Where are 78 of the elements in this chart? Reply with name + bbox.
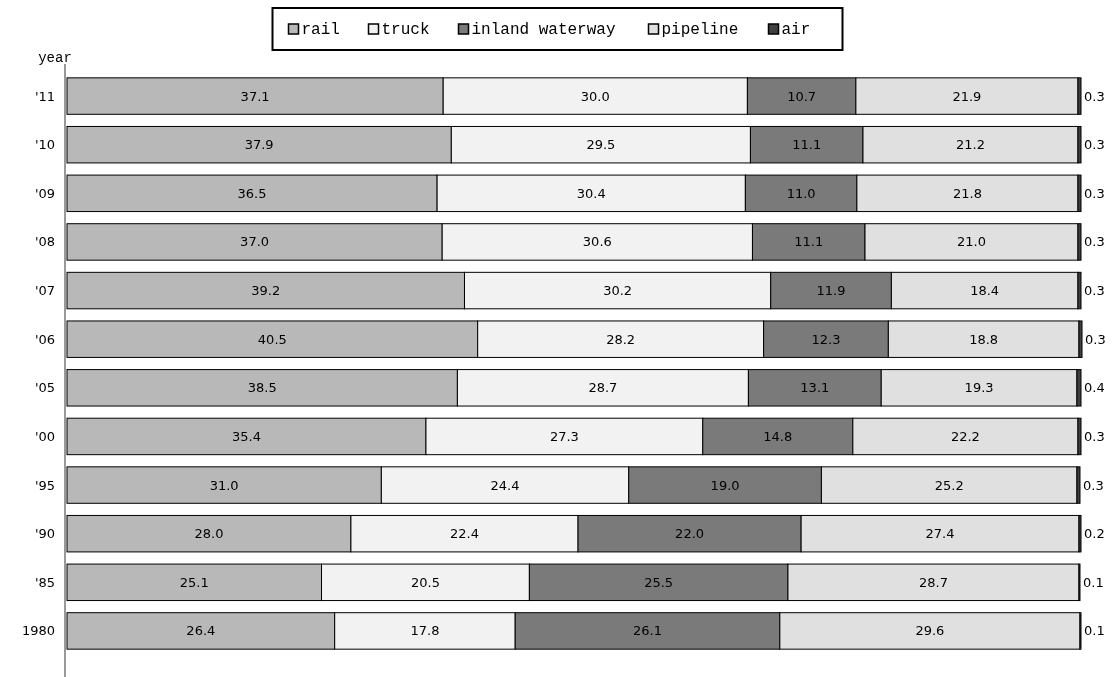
data-label: 29.6	[915, 623, 945, 639]
data-label: 19.0	[710, 477, 740, 493]
data-label: 0.3	[1084, 88, 1105, 104]
data-label: 21.2	[956, 137, 985, 153]
y-tick-label: '95	[34, 477, 55, 493]
data-label: 11.1	[794, 234, 824, 250]
data-label: 0.3	[1082, 477, 1104, 493]
data-label: 11.0	[786, 185, 816, 201]
data-label: 37.1	[240, 88, 270, 104]
data-label: 30.6	[582, 234, 612, 250]
legend-label: air	[781, 21, 811, 39]
data-label: 10.7	[787, 88, 817, 104]
data-label: 28.7	[588, 380, 618, 396]
data-label: 31.0	[209, 477, 239, 493]
data-label: 14.8	[763, 428, 793, 444]
data-label: 37.9	[244, 137, 274, 153]
data-label: 21.9	[952, 88, 982, 104]
data-label: 0.3	[1084, 185, 1105, 201]
data-label: 25.5	[644, 574, 674, 590]
data-label: 30.0	[580, 88, 610, 104]
y-tick-label: '06	[34, 331, 55, 347]
data-label: 28.2	[606, 331, 636, 347]
data-label: 21.0	[957, 234, 986, 250]
y-tick-label: '08	[34, 234, 55, 250]
data-label: 0.3	[1084, 283, 1105, 299]
data-label: 13.1	[800, 380, 830, 396]
y-tick-label: '07	[34, 283, 55, 299]
data-label: 27.3	[549, 428, 579, 444]
data-label: 38.5	[247, 380, 277, 396]
data-label: 27.4	[925, 526, 955, 542]
data-label: 20.5	[410, 574, 440, 590]
data-label: 0.3	[1084, 428, 1105, 444]
y-axis-title: year	[38, 50, 72, 66]
data-label: 0.4	[1084, 380, 1105, 396]
y-tick-label: '00	[34, 428, 55, 444]
y-tick-label: '05	[34, 380, 55, 396]
data-label: 26.4	[186, 623, 216, 639]
data-label: 0.1	[1082, 574, 1104, 590]
y-tick-label: '90	[34, 526, 55, 542]
legend-label: inland waterway	[471, 21, 616, 39]
data-label: 30.4	[576, 185, 606, 201]
data-label: 29.5	[586, 137, 616, 153]
data-label: 39.2	[251, 283, 281, 299]
data-label: 25.1	[179, 574, 209, 590]
data-label: 40.5	[257, 331, 287, 347]
y-tick-label: '85	[34, 574, 55, 590]
data-label: 22.2	[950, 428, 980, 444]
y-tick-label: 1980	[21, 623, 55, 639]
y-tick-label: '09	[34, 185, 55, 201]
data-label: 36.5	[237, 185, 267, 201]
data-label: 30.2	[603, 283, 633, 299]
data-label: 0.3	[1084, 137, 1105, 153]
data-label: 24.4	[490, 477, 520, 493]
data-label: 35.4	[232, 428, 261, 444]
data-label: 21.8	[952, 185, 982, 201]
data-label: 22.4	[450, 526, 479, 542]
legend-label: truck	[381, 21, 430, 39]
data-label: 17.8	[410, 623, 440, 639]
data-label: 19.3	[964, 380, 994, 396]
legend-label: rail	[301, 21, 340, 39]
data-label: 37.0	[240, 234, 270, 250]
data-label: 11.1	[792, 137, 822, 153]
data-label: 25.2	[934, 477, 964, 493]
data-label: 18.4	[970, 283, 1000, 299]
data-label: 12.3	[811, 331, 841, 347]
y-tick-label: '11	[34, 88, 55, 104]
data-label: 0.1	[1084, 623, 1105, 639]
data-label: 28.7	[918, 574, 948, 590]
data-label: 22.0	[675, 526, 705, 542]
data-label: 11.9	[816, 283, 846, 299]
data-label: 0.3	[1084, 234, 1105, 250]
data-label: 26.1	[633, 623, 662, 639]
data-label: 18.8	[969, 331, 999, 347]
data-label: 0.2	[1084, 526, 1105, 542]
y-tick-label: '10	[34, 137, 55, 153]
data-label: 0.3	[1085, 331, 1106, 347]
data-label: 28.0	[194, 526, 224, 542]
legend-label: pipeline	[661, 21, 739, 39]
